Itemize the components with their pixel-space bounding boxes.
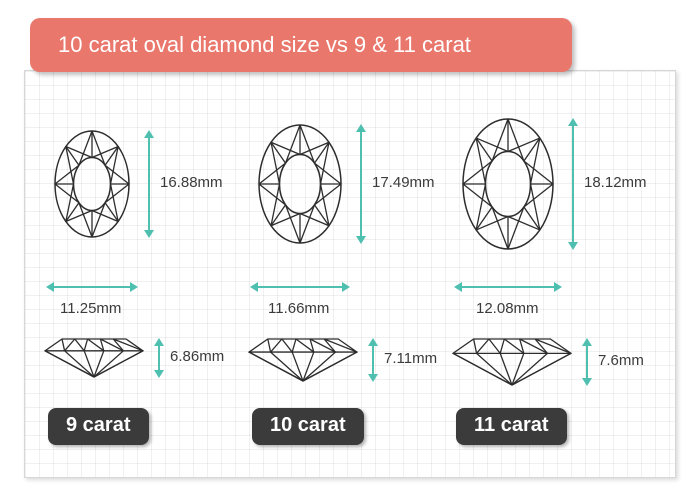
oval-diamond-icon — [258, 124, 342, 244]
width-arrow-icon — [454, 280, 562, 294]
width-arrow-icon — [46, 280, 138, 294]
height-arrow-icon — [142, 130, 156, 238]
title-pill: 10 carat oval diamond size vs 9 & 11 car… — [30, 18, 572, 72]
title-text: 10 carat oval diamond size vs 9 & 11 car… — [58, 32, 471, 58]
side-diamond-icon — [44, 338, 144, 378]
oval-diamond-icon — [462, 118, 554, 250]
height-label: 16.88mm — [160, 174, 223, 191]
depth-label: 7.6mm — [598, 352, 644, 369]
height-label: 18.12mm — [584, 174, 647, 191]
carat-badge-label: 9 carat — [66, 414, 131, 436]
width-label: 11.25mm — [60, 300, 121, 317]
width-arrow-icon — [250, 280, 350, 294]
height-label: 17.49mm — [372, 174, 435, 191]
carat-badge-label: 10 carat — [270, 414, 346, 436]
depth-label: 7.11mm — [384, 350, 437, 367]
carat-badge-label: 11 carat — [474, 414, 549, 436]
side-diamond-icon — [248, 338, 358, 382]
height-arrow-icon — [566, 118, 580, 250]
carat-badge: 10 carat — [252, 408, 364, 445]
oval-diamond-icon — [54, 130, 130, 238]
carat-badge: 9 carat — [48, 408, 149, 445]
depth-arrow-icon — [152, 338, 166, 378]
carat-badge: 11 carat — [456, 408, 567, 445]
height-arrow-icon — [354, 124, 368, 244]
side-diamond-icon — [452, 338, 572, 386]
depth-arrow-icon — [580, 338, 594, 386]
width-label: 12.08mm — [476, 300, 539, 317]
depth-label: 6.86mm — [170, 348, 224, 365]
depth-arrow-icon — [366, 338, 380, 382]
width-label: 11.66mm — [268, 300, 329, 317]
